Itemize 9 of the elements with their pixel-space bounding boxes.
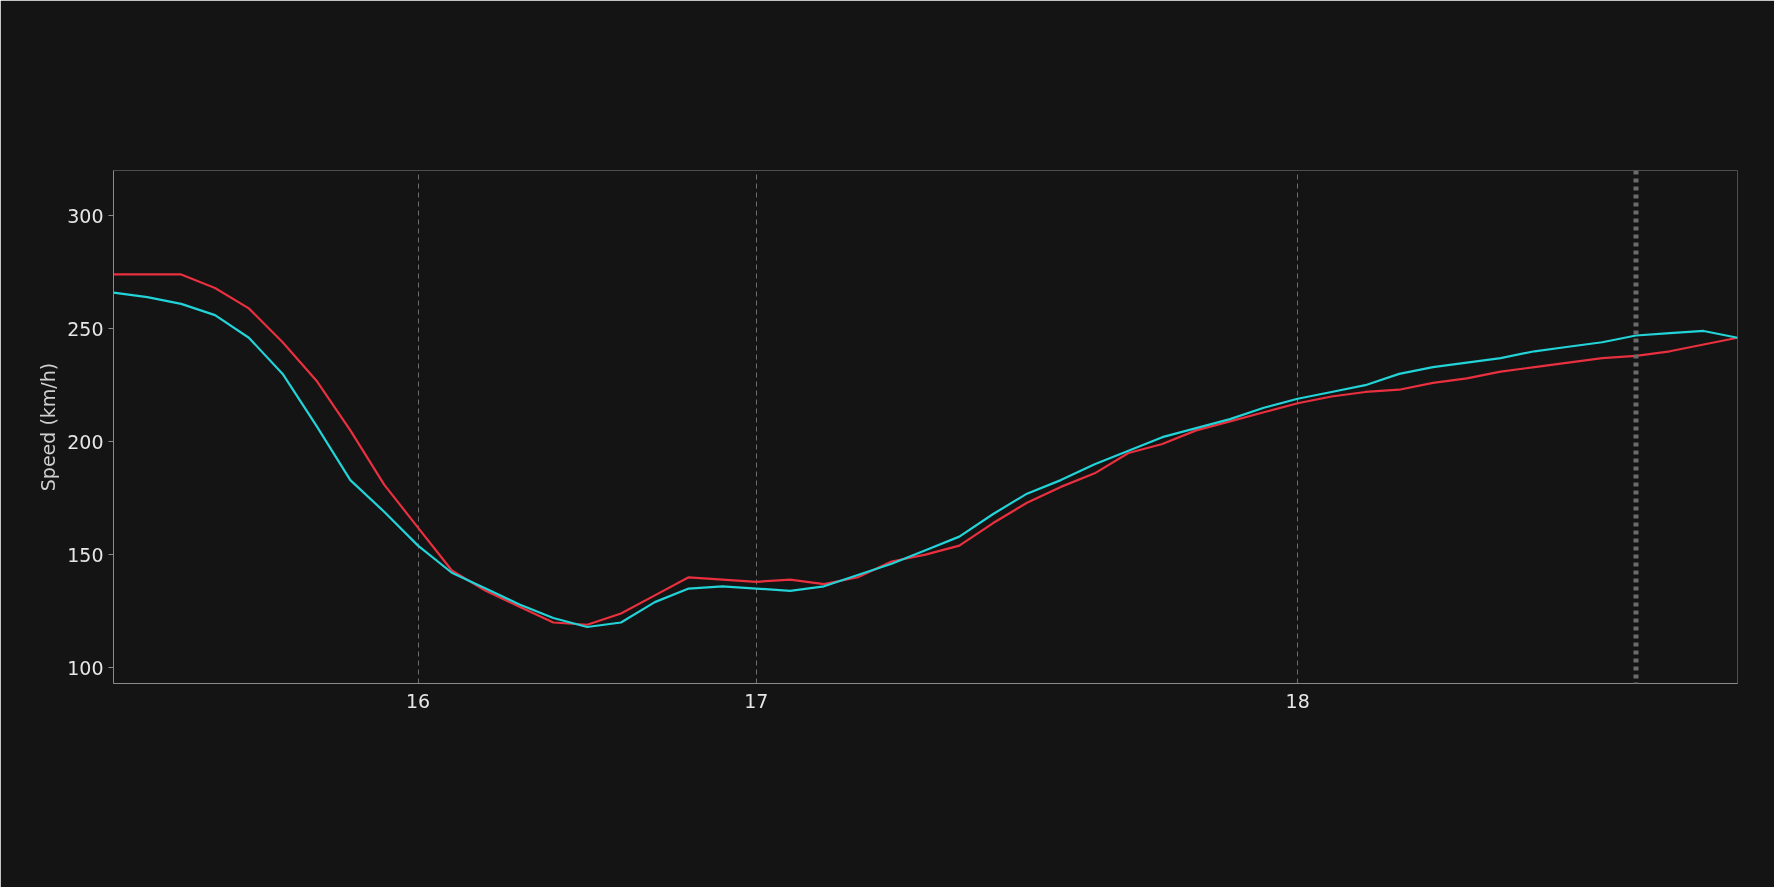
y-axis-title: Speed (km/h) (37, 362, 60, 492)
x-tick-label: 17 (744, 689, 769, 712)
y-tick-label: 100 (67, 656, 104, 679)
y-tick-label: 200 (67, 430, 104, 453)
x-tick-label: 18 (1285, 689, 1310, 712)
y-tick-label: 300 (67, 204, 104, 227)
y-tick-label: 250 (67, 317, 104, 340)
x-tick-label: 16 (405, 689, 431, 712)
y-tick-label: 150 (67, 543, 104, 566)
